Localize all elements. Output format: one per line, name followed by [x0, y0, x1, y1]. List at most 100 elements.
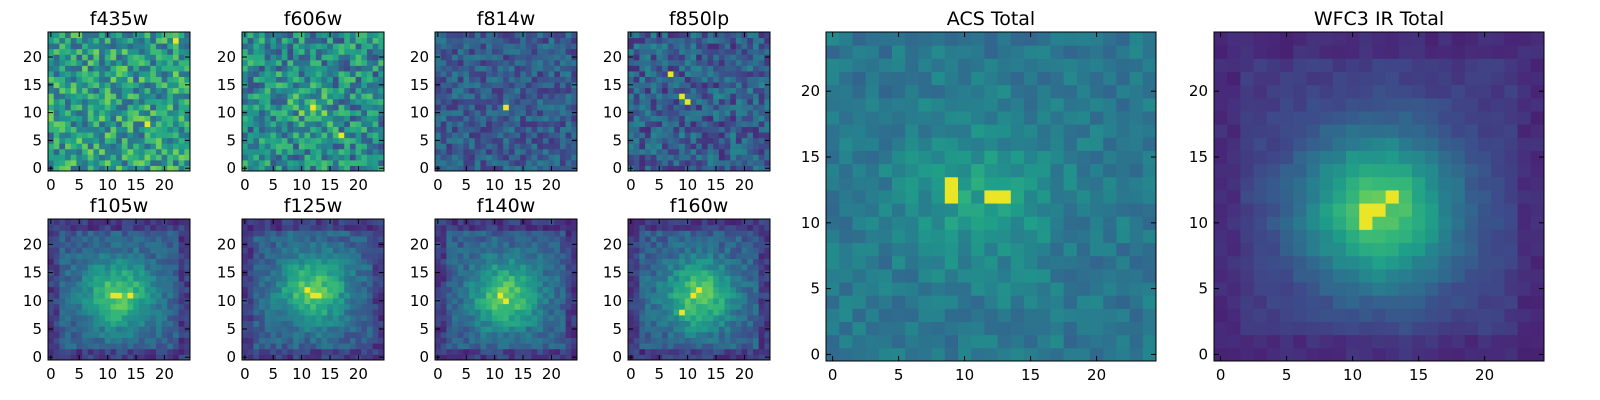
heatmap-cell [571, 235, 578, 243]
heatmap-cell [287, 326, 294, 333]
heatmap-cell [457, 309, 464, 316]
heatmap-cell [758, 165, 765, 172]
heatmap-cell [172, 104, 180, 111]
heatmap-cell [469, 297, 476, 305]
heatmap-cell [633, 269, 640, 276]
heatmap-cell [82, 98, 89, 105]
heatmap-cell [491, 343, 498, 350]
heatmap-cell [150, 303, 157, 310]
heatmap-cell [673, 348, 680, 355]
heatmap-cell [559, 59, 567, 66]
heatmap-cell [656, 132, 663, 139]
heatmap-cell [628, 37, 635, 44]
heatmap-cell [70, 165, 77, 172]
heatmap-cell [298, 154, 305, 161]
heatmap-cell [161, 230, 168, 237]
heatmap-cell [752, 43, 760, 50]
heatmap-cell [531, 159, 538, 166]
heatmap-cell [639, 120, 646, 128]
heatmap-cell [144, 115, 151, 122]
heatmap-cell [378, 148, 385, 155]
heatmap-cell [167, 309, 174, 316]
heatmap-cell [673, 120, 680, 128]
heatmap-cell [93, 264, 100, 271]
heatmap-cell [247, 109, 254, 116]
heatmap-cell [59, 43, 66, 50]
heatmap-cell [633, 104, 640, 111]
heatmap-cell [349, 132, 357, 139]
heatmap-cell [480, 93, 487, 100]
heatmap-cells [435, 219, 578, 361]
heatmap-cell [259, 132, 266, 139]
heatmap-cell [82, 269, 89, 276]
heatmap-cell [559, 159, 567, 166]
heatmap-cell [480, 348, 487, 355]
heatmap-cell [344, 309, 351, 316]
heatmap-cell [298, 70, 305, 77]
heatmap-cell [281, 331, 288, 338]
heatmap-cell [138, 109, 146, 116]
heatmap-cell [133, 82, 140, 89]
heatmap-cell [452, 98, 459, 105]
heatmap-cell [127, 82, 134, 89]
heatmap-cell [707, 70, 714, 77]
heatmap-cell [99, 70, 106, 77]
heatmap-cell [82, 132, 89, 139]
heatmap-cell [764, 59, 771, 66]
heatmap-cell [452, 143, 459, 150]
heatmap-cell [150, 165, 157, 172]
heatmap-cell [639, 297, 646, 305]
heatmap-cell [70, 252, 77, 259]
heatmap-cell [520, 104, 527, 111]
heatmap-cell [121, 132, 129, 139]
heatmap-cell [747, 76, 754, 83]
heatmap-cell [281, 148, 288, 155]
heatmap-cell [446, 252, 453, 259]
heatmap-cell [298, 59, 305, 66]
heatmap-cell [525, 143, 533, 150]
heatmap-cell [650, 309, 657, 316]
heatmap-cell [178, 159, 185, 166]
heatmap-cell [372, 48, 379, 55]
heatmap-cell [571, 275, 578, 282]
panel-title: f105w [90, 195, 149, 217]
heatmap-cell [133, 70, 140, 77]
heatmap-cell [127, 59, 134, 66]
heatmap-cell [178, 120, 185, 128]
heatmap-cell [298, 82, 305, 89]
heatmap-cell [372, 93, 379, 100]
heatmap-cell [344, 104, 351, 111]
heatmap-cell [76, 235, 83, 243]
heatmap-cell [99, 320, 106, 327]
heatmap-cell [707, 154, 714, 161]
heatmap-cell [338, 82, 345, 89]
heatmap-cell [372, 314, 379, 322]
heatmap-cell [293, 219, 300, 226]
heatmap-cell [76, 264, 83, 271]
heatmap-cell [70, 219, 77, 226]
heatmap-cell [70, 132, 77, 139]
heatmap-cell [281, 354, 288, 361]
heatmap-cell [752, 348, 760, 355]
heatmap-cell [99, 331, 106, 338]
heatmap-cell [121, 143, 129, 150]
heatmap-cell [287, 143, 294, 150]
heatmap-cell [718, 48, 726, 55]
heatmap-cell [559, 115, 567, 122]
heatmap-cell [713, 132, 720, 139]
heatmap-cell [452, 120, 459, 128]
heatmap-cell [662, 154, 669, 161]
heatmap-cell [718, 286, 726, 293]
heatmap-cell [520, 230, 527, 237]
heatmap-cell [82, 230, 89, 237]
heatmap-cell [99, 159, 106, 166]
heatmap-cell [452, 264, 459, 271]
heatmap-cell [554, 286, 561, 293]
heatmap-cell [172, 120, 180, 128]
heatmap-cell [332, 354, 340, 361]
heatmap-cell [520, 252, 527, 259]
heatmap-cell [446, 264, 453, 271]
heatmap-cell [679, 59, 686, 66]
heatmap-cell [537, 354, 544, 361]
heatmap-cell [133, 224, 140, 231]
